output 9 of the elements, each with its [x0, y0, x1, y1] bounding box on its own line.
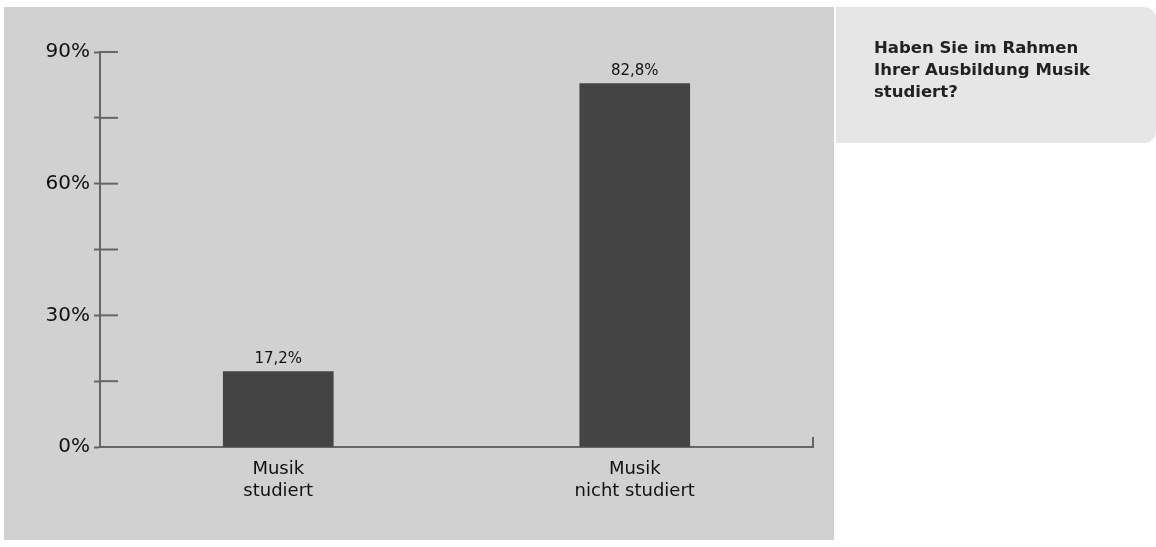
x-tick-label: Musik nicht studiert — [574, 457, 695, 501]
text: Haben Sie im Rahmen Ihrer Ausbildung Musik studiert? — [874, 37, 1092, 103]
y-tick-label: 0% — [58, 433, 90, 458]
y-tick-label: 60% — [45, 169, 90, 194]
x-tick-label: Musik studiert — [243, 457, 314, 501]
y-tick-label: 90% — [45, 38, 90, 63]
y-tick-label: 30% — [45, 301, 90, 326]
data-label: 82,8% — [610, 60, 659, 79]
data-label: 17,2% — [254, 348, 303, 367]
